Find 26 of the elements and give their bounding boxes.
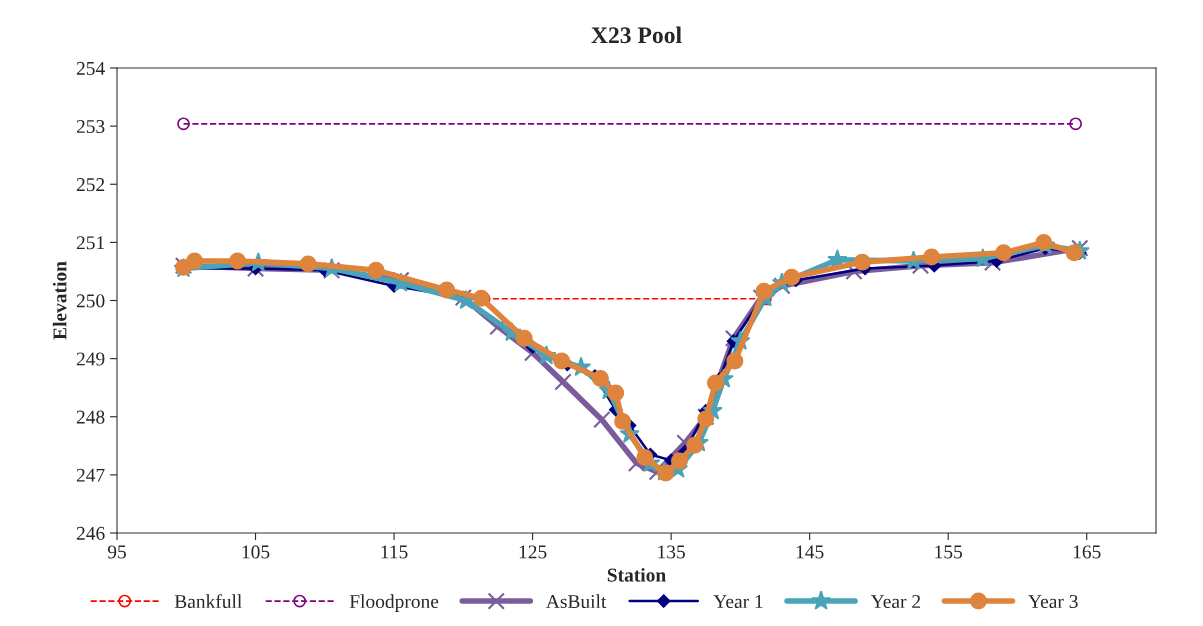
y-tick-label: 253 (76, 120, 105, 134)
legend-label: Year 3 (1028, 594, 1078, 609)
x-tick-label: 105 (242, 545, 270, 559)
y-tick-label: 246 (76, 526, 105, 540)
y-tick-label: 252 (76, 178, 105, 192)
x-tick-label: 115 (381, 545, 408, 559)
x-tick-label: 135 (658, 545, 685, 559)
y-tick-label: 248 (76, 410, 105, 424)
legend-label: Bankfull (174, 594, 242, 609)
x-tick-label: 165 (1073, 545, 1101, 559)
x-tick-label: 95 (107, 545, 126, 559)
y-tick-label: 247 (76, 468, 105, 482)
y-tick-label: 254 (76, 61, 105, 75)
y-tick-label: 249 (76, 352, 105, 366)
legend-label: Year 1 (713, 595, 763, 609)
legend-label: AsBuilt (546, 594, 607, 609)
x-tick-label: 125 (519, 545, 547, 559)
legend-label: Floodprone (349, 594, 439, 612)
chart-title: X23 Pool (591, 26, 682, 44)
y-tick-label: 250 (76, 294, 105, 308)
legend-label: Year 2 (870, 594, 921, 609)
y-axis-title: Elevation (52, 261, 67, 340)
x-tick-label: 145 (796, 545, 824, 559)
x-axis-title: Station (607, 567, 666, 582)
x-tick-label: 155 (935, 545, 963, 559)
y-tick-label: 251 (76, 236, 105, 250)
